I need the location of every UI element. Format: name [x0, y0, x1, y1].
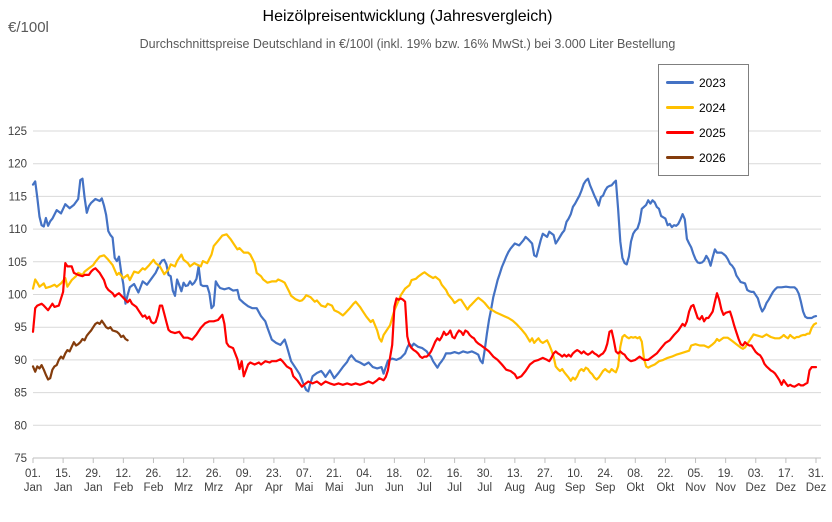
x-axis-label-day: 12.	[176, 468, 192, 480]
x-axis-label-month: Jul	[477, 482, 492, 494]
y-axis-label-75: 75	[14, 453, 27, 465]
y-axis-label-115: 115	[9, 191, 27, 203]
legend-label: 2025	[699, 125, 726, 140]
x-axis-label-month: Apr	[235, 482, 253, 494]
x-axis-label-month: Mai	[325, 482, 344, 494]
legend-item-2024[interactable]: 2024	[666, 97, 748, 119]
legend-line-swatch	[666, 131, 694, 134]
legend-item-2025[interactable]: 2025	[666, 122, 748, 144]
x-axis-label-day: 07.	[296, 468, 312, 480]
y-axis-label-110: 110	[9, 224, 27, 236]
x-axis-label-month: Sep	[565, 482, 585, 494]
x-axis-label-day: 16.	[447, 468, 463, 480]
x-axis-label-month: Jan	[84, 482, 103, 494]
x-axis-label-day: 08.	[627, 468, 643, 480]
legend-line-swatch	[666, 106, 694, 109]
x-axis-label-day: 22.	[657, 468, 673, 480]
x-axis-label-month: Dez	[806, 482, 827, 494]
x-axis-label-day: 12.	[115, 468, 131, 480]
y-axis-label-125: 125	[8, 126, 27, 138]
x-axis-label-day: 24.	[597, 468, 613, 480]
x-axis-label-day: 02.	[417, 468, 433, 480]
x-axis-label-month: Feb	[113, 482, 133, 494]
legend-label: 2026	[699, 150, 726, 165]
x-axis-label-month: Mrz	[204, 482, 223, 494]
legend-label: 2024	[699, 100, 726, 115]
series-line-2024	[31, 233, 818, 382]
x-axis-label-day: 13.	[507, 468, 523, 480]
x-axis-label-month: Jan	[54, 482, 73, 494]
x-axis-label-day: 21.	[326, 468, 342, 480]
y-axis-label-105: 105	[8, 257, 27, 269]
series-line-2026	[31, 319, 129, 381]
x-axis-label-day: 23.	[266, 468, 282, 480]
x-axis-label-day: 29.	[85, 468, 101, 480]
x-axis-label-day: 19.	[718, 468, 734, 480]
x-axis-label-day: 01.	[25, 468, 41, 480]
x-axis-label-day: 30.	[477, 468, 493, 480]
legend-line-swatch	[666, 81, 694, 84]
y-axis-label-85: 85	[14, 388, 27, 400]
x-axis-label-day: 18.	[386, 468, 402, 480]
y-axis-label-100: 100	[8, 290, 27, 302]
x-axis-label-month: Jan	[24, 482, 43, 494]
x-axis-label-month: Mai	[295, 482, 314, 494]
x-axis-label-day: 26.	[206, 468, 222, 480]
chart-title: Heizölpreisentwicklung (Jahresvergleich)	[262, 8, 553, 25]
y-axis-label-80: 80	[14, 420, 27, 432]
x-axis-label-month: Jul	[417, 482, 432, 494]
x-axis-label-month: Apr	[265, 482, 283, 494]
x-axis-label-day: 26.	[145, 468, 161, 480]
legend-item-2026[interactable]: 2026	[666, 147, 748, 169]
x-axis-label-month: Aug	[535, 482, 555, 494]
legend: 2023 2024 2025 2026	[658, 64, 749, 176]
legend-item-2023[interactable]: 2023	[666, 72, 748, 94]
x-axis-label-month: Jun	[385, 482, 404, 494]
x-axis-label-month: Dez	[776, 482, 797, 494]
x-axis-label-day: 03.	[748, 468, 764, 480]
x-axis-label-month: Jun	[355, 482, 374, 494]
x-axis-label-month: Okt	[626, 482, 645, 494]
x-axis-label-month: Jul	[447, 482, 462, 494]
x-axis-label-day: 09.	[236, 468, 252, 480]
series-line-2023	[31, 177, 818, 393]
x-axis-label-day: 15.	[55, 468, 71, 480]
x-axis-label-day: 10.	[567, 468, 583, 480]
legend-label: 2023	[699, 75, 726, 90]
y-axis-label-90: 90	[14, 355, 27, 367]
y-axis-label-95: 95	[14, 322, 27, 334]
x-axis-label-day: 04.	[356, 468, 372, 480]
x-axis-label-day: 05.	[688, 468, 704, 480]
legend-line-swatch	[666, 156, 694, 159]
x-axis-label-month: Nov	[685, 482, 706, 494]
y-axis-unit-label: €/100l	[8, 19, 49, 36]
x-axis-label-month: Nov	[715, 482, 736, 494]
chart-subtitle: Durchschnittspreise Deutschland in €/100…	[139, 37, 676, 51]
x-axis-label-month: Mrz	[174, 482, 193, 494]
x-axis-label-day: 31.	[808, 468, 824, 480]
x-axis-label-month: Sep	[595, 482, 615, 494]
y-axis-label-120: 120	[8, 159, 27, 171]
x-axis-label-day: 27.	[537, 468, 553, 480]
x-axis-label-month: Aug	[505, 482, 525, 494]
x-axis-label-month: Dez	[746, 482, 767, 494]
x-axis-label-day: 17.	[778, 468, 794, 480]
x-axis-label-month: Feb	[144, 482, 164, 494]
x-axis-label-month: Okt	[656, 482, 675, 494]
series-line-2025	[31, 262, 818, 388]
